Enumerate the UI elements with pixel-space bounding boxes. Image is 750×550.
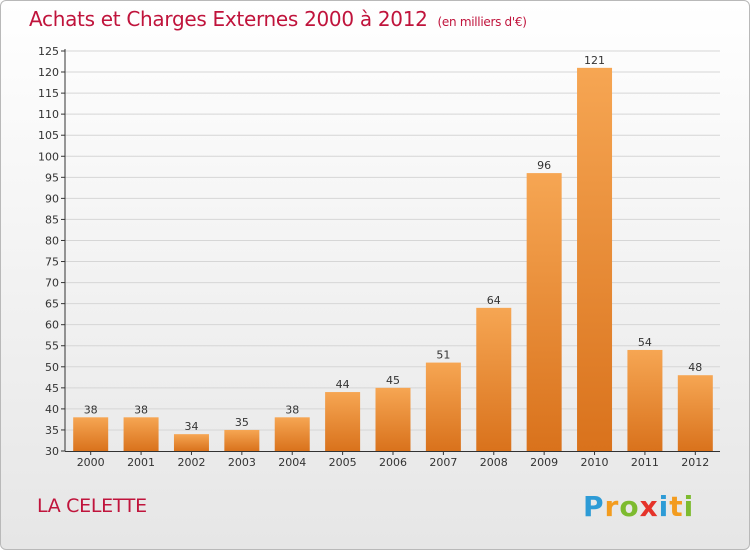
- bar: [526, 173, 562, 451]
- logo-letter: x: [639, 490, 659, 523]
- bar: [173, 434, 209, 451]
- chart-title: Achats et Charges Externes 2000 à 2012 (e…: [29, 7, 527, 31]
- chart-title-text: Achats et Charges Externes 2000 à 2012: [29, 7, 428, 31]
- bar-value-label: 64: [487, 294, 501, 307]
- x-tick-label: 2004: [278, 456, 306, 469]
- labels-group: 30 35 40 45 50 55 60 65 70 75 80 85 90 95 100 105 110 115…: [38, 45, 709, 469]
- x-tick-label: 2012: [681, 456, 709, 469]
- x-tick-label: 2009: [530, 456, 558, 469]
- bar-value-label: 38: [285, 403, 299, 416]
- logo-letter: r: [604, 490, 620, 523]
- x-tick-label: 2008: [480, 456, 508, 469]
- y-tick-label: 65: [45, 298, 59, 311]
- chart-unit: (en milliers d'€): [437, 15, 527, 29]
- y-tick-label: 80: [45, 234, 59, 247]
- bar: [123, 417, 159, 451]
- x-tick-label: 2005: [329, 456, 357, 469]
- y-tick-label: 85: [45, 213, 59, 226]
- logo-letter: o: [619, 490, 640, 523]
- bar: [274, 417, 310, 451]
- bar-value-label: 54: [638, 336, 652, 349]
- bar: [627, 349, 663, 451]
- axes-group: [61, 49, 720, 455]
- logo-letter: t: [669, 490, 684, 523]
- y-tick-label: 30: [45, 445, 59, 458]
- y-tick-label: 120: [38, 66, 59, 79]
- logo-letter: P: [583, 490, 605, 523]
- bar-value-label: 45: [386, 374, 400, 387]
- y-tick-label: 90: [45, 192, 59, 205]
- y-tick-label: 100: [38, 150, 59, 163]
- x-tick-label: 2003: [228, 456, 256, 469]
- bar-value-label: 96: [537, 159, 551, 172]
- x-tick-label: 2010: [581, 456, 609, 469]
- y-tick-label: 105: [38, 129, 59, 142]
- bar-value-label: 51: [436, 349, 450, 362]
- logo-letter: i: [683, 490, 695, 523]
- bar: [224, 429, 260, 451]
- bar-value-label: 34: [184, 420, 198, 433]
- x-tick-label: 2000: [77, 456, 105, 469]
- bar-value-label: 38: [84, 403, 98, 416]
- y-tick-label: 35: [45, 424, 59, 437]
- commune-name: LA CELETTE: [37, 495, 147, 517]
- bar-value-label: 44: [336, 378, 350, 391]
- y-tick-label: 110: [38, 108, 59, 121]
- bar-value-label: 48: [688, 361, 702, 374]
- y-tick-label: 70: [45, 277, 59, 290]
- x-tick-label: 2001: [127, 456, 155, 469]
- y-tick-label: 125: [38, 45, 59, 58]
- x-tick-label: 2002: [177, 456, 205, 469]
- y-tick-label: 75: [45, 256, 59, 269]
- bar: [73, 417, 109, 451]
- y-tick-label: 55: [45, 340, 59, 353]
- x-tick-label: 2007: [429, 456, 457, 469]
- x-tick-label: 2011: [631, 456, 659, 469]
- proxiti-logo: Proxiti: [583, 490, 694, 523]
- bar-value-label: 121: [584, 54, 605, 67]
- y-tick-label: 40: [45, 403, 59, 416]
- bar: [375, 387, 411, 451]
- y-tick-label: 50: [45, 361, 59, 374]
- bar: [325, 392, 361, 451]
- y-tick-label: 60: [45, 319, 59, 332]
- y-tick-label: 115: [38, 87, 59, 100]
- bar-value-label: 35: [235, 416, 249, 429]
- y-tick-label: 95: [45, 171, 59, 184]
- bar: [577, 67, 613, 451]
- bars-group: [73, 67, 713, 451]
- x-tick-label: 2006: [379, 456, 407, 469]
- bar: [425, 362, 461, 451]
- bar-value-label: 38: [134, 403, 148, 416]
- logo-letter: i: [658, 490, 670, 523]
- y-tick-label: 45: [45, 382, 59, 395]
- bar: [476, 307, 512, 451]
- bar: [677, 375, 713, 451]
